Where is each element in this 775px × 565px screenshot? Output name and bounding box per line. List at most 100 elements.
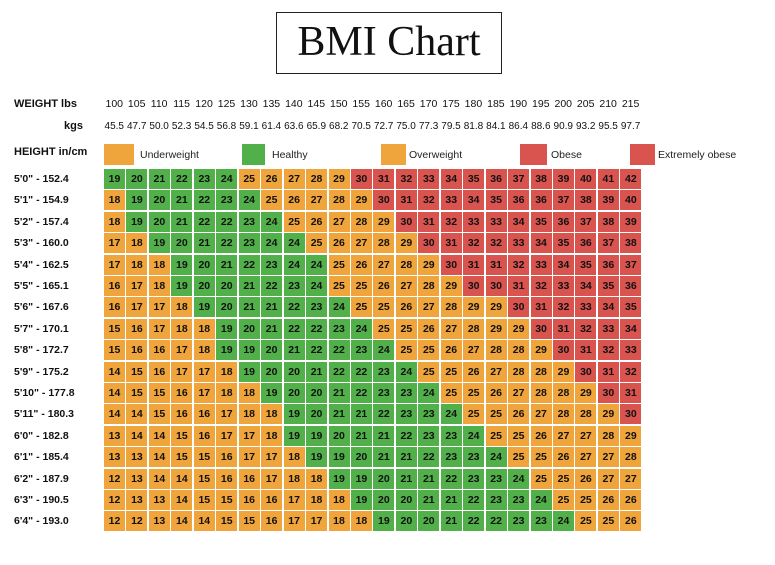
bmi-cell: 24: [306, 254, 328, 275]
bmi-cell: 20: [193, 276, 215, 296]
bmi-cell: 28: [395, 254, 417, 275]
bmi-cell: 26: [283, 190, 305, 211]
bmi-cell: 26: [508, 404, 530, 425]
bmi-cell: 23: [306, 297, 328, 318]
bmi-cell: 20: [418, 511, 440, 532]
bmi-cell: 15: [126, 383, 148, 403]
bmi-cell: 21: [418, 490, 440, 510]
bmi-cell: 22: [261, 276, 283, 296]
bmi-cell: 16: [238, 468, 260, 489]
bmi-cell: 14: [171, 490, 193, 510]
bmi-cell: 14: [126, 404, 148, 425]
bmi-cell: 20: [261, 361, 283, 382]
bmi-cell: 26: [350, 254, 372, 275]
bmi-cell: 25: [238, 169, 260, 189]
bmi-cell: 26: [575, 468, 597, 489]
bmi-cell: 30: [440, 254, 462, 275]
bmi-cell: 17: [171, 361, 193, 382]
bmi-cell: 27: [350, 233, 372, 254]
bmi-cell: 28: [418, 276, 440, 296]
weight-kgs-header: 88.6: [531, 121, 551, 132]
bmi-cell: 34: [575, 276, 597, 296]
bmi-cell: 15: [104, 318, 125, 339]
legend-label: Extremely obese: [658, 149, 737, 161]
bmi-cell: 33: [440, 190, 462, 211]
weight-lbs-header: 180: [464, 98, 483, 110]
weight-kgs-header: 50.0: [149, 121, 169, 132]
bmi-cell: 20: [238, 318, 260, 339]
bmi-cell: 29: [373, 211, 395, 232]
bmi-cell: 19: [328, 447, 350, 468]
bmi-cell: 20: [126, 169, 148, 189]
bmi-cell: 14: [104, 383, 125, 403]
bmi-cell: 28: [530, 361, 552, 382]
bmi-cell: 17: [126, 276, 148, 296]
bmi-cell: 16: [261, 490, 283, 510]
bmi-cell: 31: [620, 383, 642, 403]
bmi-cell: 24: [553, 511, 574, 532]
bmi-cell: 23: [463, 468, 485, 489]
weight-kgs-header: 77.3: [418, 121, 439, 132]
legend-label: Obese: [551, 149, 582, 161]
bmi-cell: 25: [440, 361, 462, 382]
bmi-cell: 16: [216, 447, 238, 468]
bmi-cell: 18: [193, 340, 215, 361]
bmi-cell: 14: [148, 468, 170, 489]
weight-kgs-header: 45.5: [104, 121, 124, 132]
bmi-cell: 29: [575, 383, 597, 403]
bmi-cell: 38: [620, 233, 642, 254]
bmi-cell: 34: [553, 254, 574, 275]
bmi-cell: 23: [395, 383, 417, 403]
bmi-cell: 21: [395, 447, 417, 468]
bmi-cell: 28: [328, 190, 350, 211]
bmi-cell: 16: [104, 297, 125, 318]
weight-kgs-header: 68.2: [329, 121, 349, 132]
bmi-cell: 30: [350, 169, 372, 189]
bmi-cell: 20: [193, 254, 215, 275]
bmi-cell: 22: [283, 297, 305, 318]
bmi-cell: 23: [508, 511, 530, 532]
bmi-cell: 16: [126, 340, 148, 361]
bmi-cell: 35: [553, 233, 574, 254]
bmi-cell: 20: [148, 190, 170, 211]
bmi-cell: 33: [620, 340, 642, 361]
bmi-cell: 39: [620, 211, 642, 232]
legend-swatch: [520, 144, 547, 165]
bmi-cell: 42: [620, 169, 642, 189]
bmi-cell: 32: [620, 361, 642, 382]
height-row-label: 5'10" - 177.8: [14, 387, 75, 399]
height-row-label: 5'8" - 172.7: [14, 344, 69, 357]
bmi-cell: 31: [485, 254, 507, 275]
bmi-cell: 33: [485, 211, 507, 232]
bmi-cell: 25: [328, 254, 350, 275]
bmi-cell: 33: [508, 233, 530, 254]
bmi-cell: 37: [508, 169, 530, 189]
bmi-cell: 24: [485, 447, 507, 468]
bmi-cell: 25: [553, 468, 574, 489]
bmi-cell: 22: [485, 511, 507, 532]
bmi-cell: 33: [418, 169, 440, 189]
height-row-label: 5'6" - 167.6: [14, 301, 69, 314]
legend-swatch: [630, 144, 655, 165]
bmi-cell: 20: [283, 361, 305, 382]
bmi-cell: 31: [463, 254, 485, 275]
bmi-cell: 26: [530, 425, 552, 446]
bmi-cell: 23: [216, 190, 238, 211]
bmi-cell: 22: [171, 169, 193, 189]
bmi-cell: 17: [261, 468, 283, 489]
bmi-cell: 21: [261, 318, 283, 339]
weight-kgs-header: 65.9: [306, 121, 327, 132]
bmi-cell: 19: [126, 190, 148, 211]
bmi-cell: 19: [283, 404, 305, 425]
bmi-cell: 17: [171, 340, 193, 361]
bmi-cell: 30: [508, 297, 530, 318]
bmi-cell: 27: [395, 276, 417, 296]
bmi-cell: 24: [283, 254, 305, 275]
bmi-cell: 27: [306, 190, 328, 211]
bmi-cell: 26: [373, 276, 395, 296]
weight-lbs-header: 140: [285, 98, 303, 110]
bmi-cell: 32: [530, 276, 552, 296]
weight-lbs-header: 100: [105, 98, 124, 110]
bmi-cell: 13: [148, 511, 170, 532]
bmi-cell: 14: [104, 361, 125, 382]
